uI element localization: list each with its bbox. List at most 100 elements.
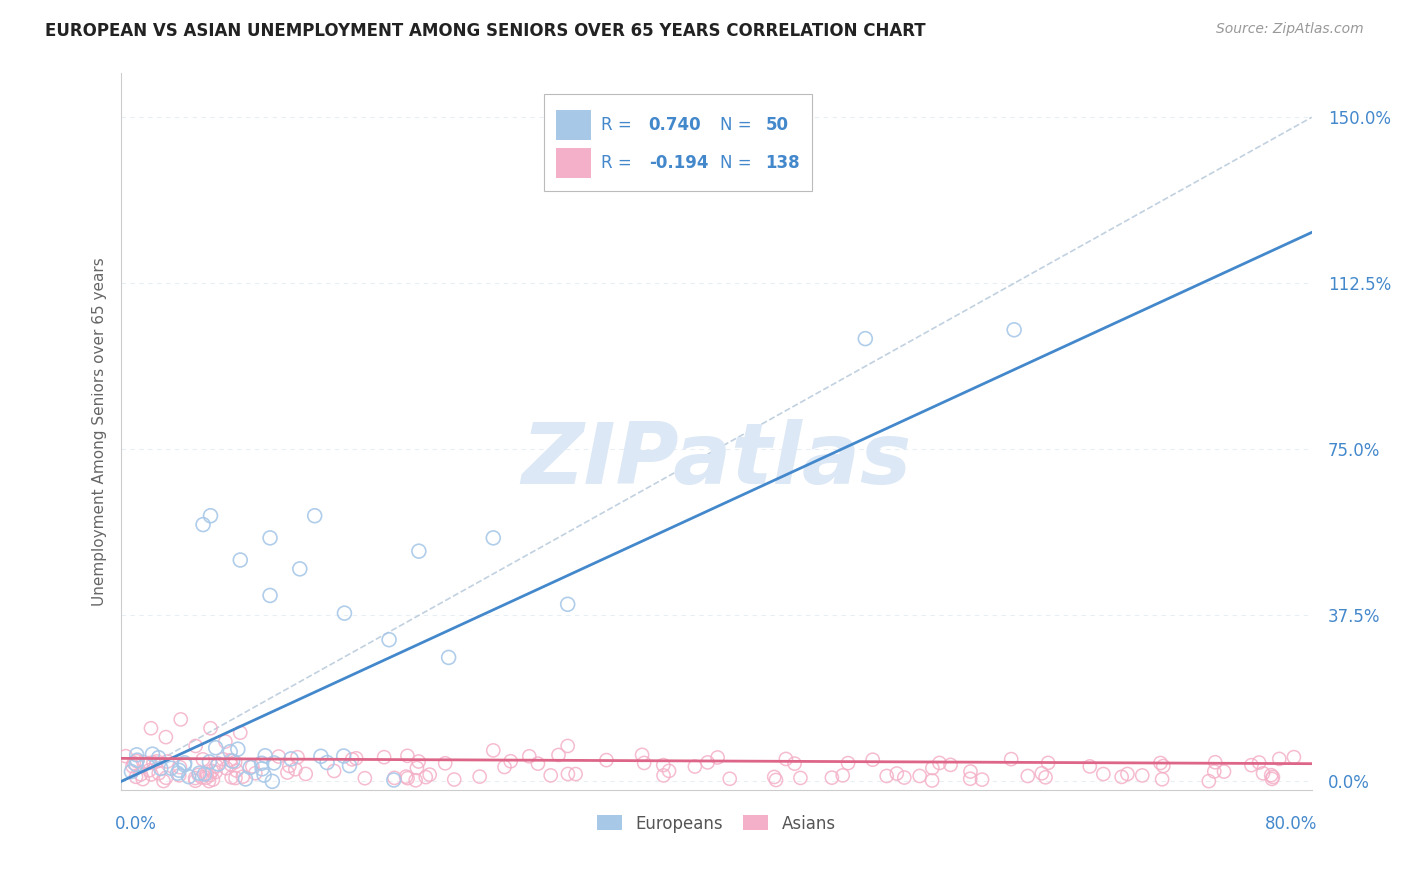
Point [148,750,170,764]
Point [1002,323,1025,337]
Point [837,756,859,770]
Point [468,770,491,784]
Point [1268,752,1291,766]
Point [494,760,516,774]
Point [191,770,214,784]
Point [141,767,163,781]
Point [557,739,579,753]
Point [564,767,586,781]
Point [191,752,214,766]
Point [1116,767,1139,781]
Point [235,772,257,786]
Point [482,531,505,545]
Point [263,756,285,770]
Point [309,749,332,764]
Point [921,761,943,775]
Point [928,756,950,770]
Point [280,752,302,766]
Point [184,771,207,785]
Point [696,756,718,770]
Point [148,766,170,780]
Point [122,756,145,770]
Point [245,766,267,780]
Point [167,764,190,778]
Text: N =: N = [720,116,756,134]
Point [1282,750,1305,764]
Point [155,730,177,744]
Point [396,748,419,763]
Point [908,769,931,783]
Point [250,756,273,771]
Point [195,771,218,785]
Point [1092,767,1115,781]
Point [853,332,876,346]
Point [1213,764,1236,779]
Point [1261,772,1284,786]
Point [198,768,221,782]
Point [557,597,579,611]
Point [259,531,281,545]
Point [262,774,284,789]
Point [1130,768,1153,782]
Point [1251,766,1274,780]
Point [226,742,249,756]
Point [184,773,207,788]
Point [195,767,218,781]
Point [353,771,375,785]
Point [120,764,142,779]
Point [198,774,221,789]
Point [169,768,191,782]
Point [278,759,301,773]
Point [482,743,505,757]
Point [419,767,441,781]
Point [1017,769,1039,783]
Point [1260,768,1282,782]
Text: 0.0%: 0.0% [115,815,157,833]
Point [384,771,406,785]
Point [198,755,221,769]
Point [595,753,617,767]
Text: R =: R = [600,116,637,134]
Point [1031,766,1053,780]
Point [214,734,236,748]
Point [232,770,254,784]
Point [763,770,786,784]
Point [765,772,787,787]
Point [225,764,247,778]
Point [547,747,569,762]
Point [250,762,273,776]
Point [304,508,326,523]
Point [1152,759,1174,773]
Point [1035,770,1057,784]
Point [382,772,405,787]
Point [125,757,148,772]
FancyBboxPatch shape [555,110,592,140]
Point [395,770,418,784]
Point [200,508,222,523]
Point [221,770,243,784]
Text: -0.194: -0.194 [648,153,709,171]
Point [129,767,152,781]
Point [1249,756,1271,770]
Point [127,753,149,767]
Point [1204,764,1226,779]
Point [215,761,238,775]
Point [434,756,457,771]
Point [187,768,209,782]
Y-axis label: Unemployment Among Seniors over 65 years: Unemployment Among Seniors over 65 years [93,257,107,606]
Point [125,754,148,768]
Point [146,755,169,769]
Point [658,764,681,778]
Point [939,757,962,772]
Point [229,553,252,567]
Point [284,762,307,776]
Point [408,755,430,769]
Point [191,517,214,532]
Point [173,757,195,772]
Point [287,750,309,764]
Point [1149,756,1171,770]
Point [1261,770,1284,784]
Point [893,771,915,785]
Point [201,764,224,778]
Point [517,749,540,764]
